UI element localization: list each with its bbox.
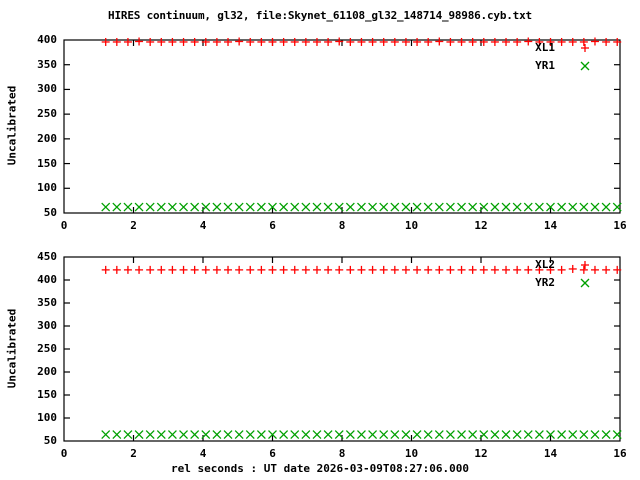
y-tick-label: 350	[37, 57, 57, 71]
x-tick-label: 14	[543, 219, 558, 232]
x-tick-label: 8	[338, 447, 346, 460]
legend-label-YR2: YR2	[535, 276, 555, 289]
x-tick-label: 4	[199, 219, 207, 232]
y-tick-label: 150	[37, 388, 57, 401]
x-tick-label: 10	[404, 219, 419, 232]
x-tick-label: 14	[543, 447, 558, 460]
series-XL1	[101, 37, 622, 46]
x-tick-label: 0	[60, 219, 68, 232]
y-tick-label: 300	[37, 319, 57, 332]
series-YR1	[101, 202, 622, 212]
y-tick-label: 50	[43, 206, 57, 219]
series-YR2	[101, 430, 622, 440]
x-tick-label: 16	[613, 219, 627, 232]
y-tick-label: 200	[37, 131, 57, 145]
y-tick-label: 150	[37, 156, 57, 170]
y-tick-label: 400	[37, 273, 57, 286]
x-tick-label: 10	[404, 447, 419, 460]
legend-marker-XL2	[581, 261, 589, 269]
y-tick-label: 450	[37, 250, 57, 263]
x-tick-label: 2	[130, 447, 137, 460]
y-tick-label: 100	[37, 411, 57, 424]
series-XL2	[101, 264, 622, 274]
x-tick-label: 16	[613, 447, 627, 460]
legend-marker-YR2	[580, 278, 590, 288]
legend-label-XL2: XL2	[535, 258, 555, 271]
page-title: HIRES continuum, gl32, file:Skynet_61108…	[108, 9, 532, 22]
legend-label-YR1: YR1	[535, 59, 555, 72]
x-tick-label: 12	[474, 219, 488, 232]
x-tick-label: 6	[269, 219, 276, 232]
legend-marker-XL1	[581, 44, 589, 52]
x-tick-label: 8	[338, 219, 346, 232]
y-tick-label: 350	[37, 296, 57, 309]
legend-label-XL1: XL1	[535, 41, 555, 54]
y-tick-label: 100	[37, 181, 57, 195]
y-tick-label: 300	[37, 82, 57, 96]
x-tick-label: 12	[474, 447, 488, 460]
x-tick-label: 4	[199, 447, 207, 460]
x-tick-label: 0	[60, 447, 68, 460]
y-tick-label: 250	[37, 342, 57, 355]
x-tick-label: 6	[269, 447, 276, 460]
x-tick-label: 2	[130, 219, 137, 232]
legend-marker-YR1	[580, 61, 590, 71]
y-tick-label: 200	[37, 365, 57, 378]
x-axis-label: rel seconds : UT date 2026-03-09T08:27:0…	[170, 462, 469, 475]
y-tick-label: 400	[37, 33, 57, 46]
y-tick-label: 250	[37, 107, 57, 121]
y-tick-label: 50	[43, 434, 57, 447]
